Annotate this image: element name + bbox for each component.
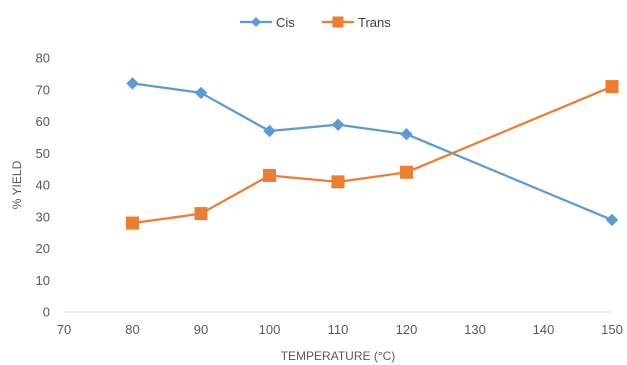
x-tick-label: 140 [533,322,555,337]
data-point-cis [194,86,208,100]
y-tick-label: 0 [43,305,50,320]
legend-entry-cis: Cis [240,15,295,30]
data-point-trans [331,175,345,189]
legend-label: Cis [276,15,295,30]
x-tick-label: 90 [194,322,208,337]
y-tick-label: 20 [36,241,50,256]
series-trans [126,80,619,230]
data-point-cis [263,124,276,138]
data-point-trans [605,80,619,94]
x-tick-label: 120 [396,322,418,337]
y-tick-label: 50 [36,146,50,161]
legend-label: Trans [358,15,391,30]
data-point-trans [194,207,208,221]
y-tick-label: 40 [36,178,50,193]
data-point-trans [400,165,413,179]
x-tick-label: 80 [125,322,139,337]
x-tick-label: 110 [328,322,349,337]
data-point-cis [400,127,413,141]
y-tick-label: 30 [36,209,50,224]
data-point-cis [331,118,345,131]
x-tick-label: 100 [259,322,281,337]
y-tick-label: 80 [36,51,50,66]
x-tick-label: 70 [57,322,71,337]
series-line-trans [132,85,613,225]
y-axis: 0 10 20 30 40 50 60 70 80 [36,51,50,320]
x-axis-title: TEMPERATURE (°C) [281,349,396,363]
y-tick-label: 10 [36,273,50,288]
legend-marker-diamond [251,17,261,27]
data-point-cis [126,77,139,90]
series-cis [126,77,619,227]
legend-marker-square [332,16,344,28]
data-point-trans [126,216,139,230]
x-tick-label: 150 [601,322,623,337]
legend: Cis Trans [240,15,391,30]
x-axis: 70 80 90 100 110 120 130 140 150 [57,311,623,337]
plot-series [126,77,619,230]
data-point-trans [263,168,276,182]
legend-entry-trans: Trans [322,15,391,30]
y-axis-title: % YIELD [10,160,24,209]
x-tick-label: 130 [464,322,486,337]
data-point-cis [605,213,619,227]
y-tick-label: 60 [36,114,50,129]
y-tick-label: 70 [36,82,50,97]
series-line-cis [132,82,613,221]
